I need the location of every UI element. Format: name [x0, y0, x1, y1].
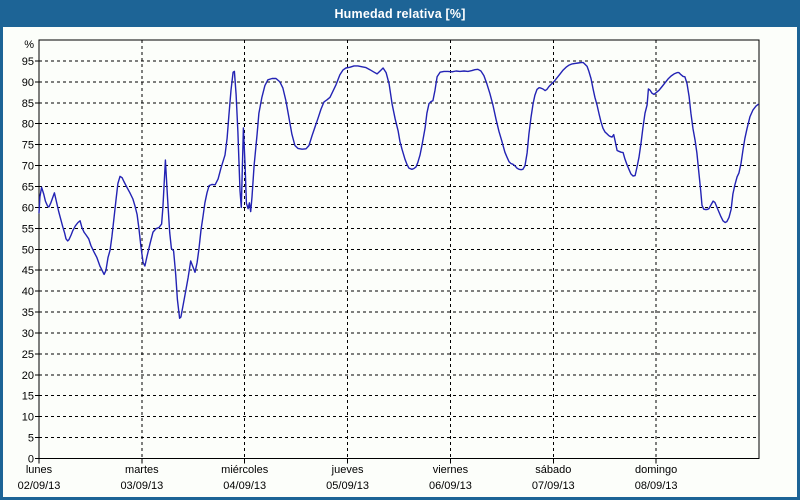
y-axis-unit-label: %	[24, 39, 34, 51]
y-tick-label: 60	[22, 202, 34, 214]
x-day-name-label: sábado	[535, 464, 571, 476]
humidity-chart: 0 5 10 15 20 25 30 35 40 45 50 55 60 65 70 75 80 85 90 95% l…	[18, 39, 760, 492]
y-tick-label: 65	[22, 181, 34, 193]
y-tick-label: 85	[22, 98, 34, 110]
x-day-date-label: 07/09/13	[532, 480, 575, 492]
window-titlebar: Humedad relativa [%]	[0, 0, 800, 27]
y-tick-label: 95	[22, 56, 34, 68]
y-tick-label: 20	[22, 370, 34, 382]
x-day-name-label: jueves	[331, 464, 364, 476]
chart-panel	[0, 27, 800, 500]
x-day-date-label: 02/09/13	[18, 480, 61, 492]
x-day-name-label: domingo	[635, 464, 677, 476]
x-day-date-label: 03/09/13	[120, 480, 163, 492]
y-tick-label: 55	[22, 223, 34, 235]
y-tick-label: 40	[22, 286, 34, 298]
y-tick-label: 50	[22, 244, 34, 256]
x-day-date-label: 06/09/13	[429, 480, 472, 492]
x-day-name-label: viernes	[433, 464, 469, 476]
y-tick-label: 0	[28, 454, 34, 466]
y-tick-label: 30	[22, 328, 34, 340]
x-day-date-label: 05/09/13	[326, 480, 369, 492]
y-tick-label: 35	[22, 307, 34, 319]
y-tick-label: 5	[28, 433, 34, 445]
x-day-date-label: 08/09/13	[635, 480, 678, 492]
y-tick-label: 90	[22, 77, 34, 89]
x-day-name-label: miércoles	[221, 464, 269, 476]
y-tick-label: 75	[22, 140, 34, 152]
axis-ticks	[35, 60, 657, 464]
y-tick-label: 10	[22, 412, 34, 424]
y-tick-label: 15	[22, 391, 34, 403]
axis-labels: 0 5 10 15 20 25 30 35 40 45 50 55 60 65 70 75 80 85 90 95% l…	[18, 39, 678, 492]
y-tick-label: 70	[22, 161, 34, 173]
y-tick-label: 45	[22, 265, 34, 277]
x-day-name-label: martes	[125, 464, 159, 476]
plot-frame	[38, 39, 760, 460]
y-tick-label: 25	[22, 349, 34, 361]
gridlines	[39, 40, 759, 459]
humidity-line	[38, 61, 759, 319]
window-title: Humedad relativa [%]	[334, 6, 466, 21]
x-day-name-label: lunes	[26, 464, 53, 476]
y-tick-label: 80	[22, 119, 34, 131]
x-day-date-label: 04/09/13	[223, 480, 266, 492]
